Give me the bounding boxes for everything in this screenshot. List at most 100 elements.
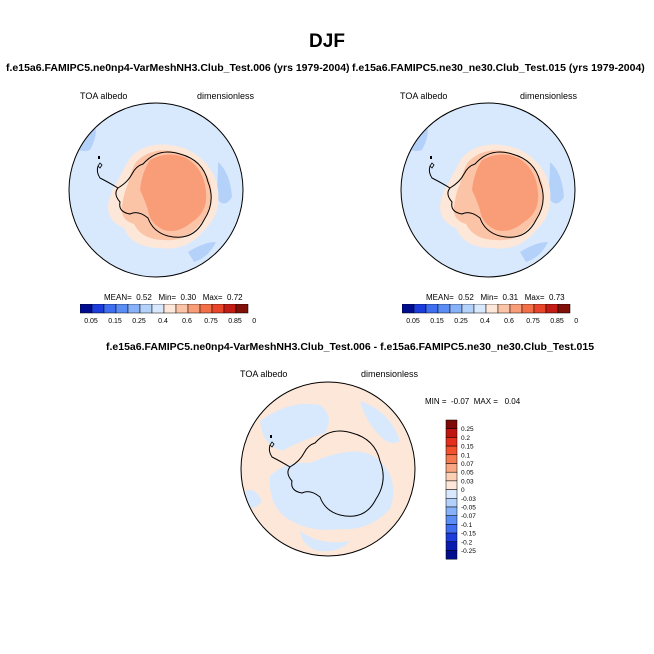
max-value: 0.72 — [227, 293, 243, 302]
min-label: MIN = — [425, 397, 447, 406]
colorbar-tick-label: -0.07 — [461, 513, 476, 520]
colorbar-tick-label: 0.2 — [461, 435, 470, 442]
colorbar-swatch — [235, 304, 249, 314]
colorbar-tick-label: 0.4 — [158, 318, 168, 325]
colorbar-swatch — [437, 304, 451, 314]
panel-2-title: f.e15a6.FAMIPC5.ne30_ne30.Club_Test.015 … — [352, 62, 645, 74]
colorbar-swatch — [473, 304, 487, 314]
panel-3-title: f.e15a6.FAMIPC5.ne0np4-VarMeshNH3.Club_T… — [106, 341, 595, 353]
panel-2-colorbar: 0.05 0.15 0.25 0.4 0.6 0.75 0.85 0.95 — [402, 304, 578, 325]
colorbar-tick-label: 0.85 — [550, 318, 564, 325]
colorbar-swatch — [175, 304, 189, 314]
colorbar-swatch — [533, 304, 547, 314]
min-value: 0.30 — [180, 293, 197, 302]
colorbar-swatch — [445, 524, 458, 534]
colorbar-tick-label: 0.95 — [252, 318, 256, 325]
colorbar-swatch — [163, 304, 177, 314]
colorbar-swatch — [461, 304, 475, 314]
colorbar-swatch — [445, 437, 458, 447]
colorbar-tick-label: -0.1 — [461, 522, 473, 529]
panel-3-stats: MIN = -0.07 MAX = 0.04 — [425, 397, 520, 406]
colorbar-swatch — [103, 304, 117, 314]
colorbar-tick-label: 0.05 — [84, 318, 98, 325]
colorbar-swatch — [545, 304, 559, 314]
panel-1-colorbar: 0.05 0.15 0.25 0.4 0.6 0.75 0.85 0.95 — [80, 304, 256, 325]
colorbar-swatch — [445, 463, 458, 473]
panel-1-stats: MEAN= 0.52 Min= 0.30 Max= 0.72 — [104, 293, 243, 302]
colorbar-tick-label: 0.25 — [454, 318, 468, 325]
colorbar-swatch — [445, 498, 458, 508]
colorbar-tick-label: 0.25 — [132, 318, 146, 325]
mean-label: MEAN= — [426, 293, 454, 302]
colorbar-swatch — [211, 304, 225, 314]
colorbar-tick-label: 0.03 — [461, 478, 474, 485]
colorbar-tick-label: 0.75 — [204, 318, 218, 325]
colorbar-tick-label: -0.05 — [461, 505, 476, 512]
colorbar-swatch — [445, 550, 458, 560]
min-value: -0.07 — [451, 397, 470, 406]
colorbar-tick-label: -0.2 — [461, 539, 473, 546]
panel-3-units: dimensionless — [361, 369, 419, 379]
colorbar-swatch — [449, 304, 463, 314]
colorbar-swatch — [425, 304, 439, 314]
colorbar-tick-label: 0.07 — [461, 461, 474, 468]
colorbar-tick-label: 0.25 — [461, 426, 474, 433]
colorbar-swatch — [91, 304, 105, 314]
panel-2-stats: MEAN= 0.52 Min= 0.31 Max= 0.73 — [426, 293, 565, 302]
colorbar-swatch — [199, 304, 213, 314]
colorbar-tick-label: 0.85 — [228, 318, 242, 325]
colorbar-swatch — [521, 304, 535, 314]
min-label: Min= — [480, 293, 499, 302]
colorbar-tick-label: 0.6 — [504, 318, 514, 325]
colorbar-swatch — [445, 419, 458, 429]
colorbar-tick-label: 0.4 — [480, 318, 490, 325]
min-value: 0.31 — [502, 293, 519, 302]
colorbar-tick-label: 0.05 — [406, 318, 420, 325]
colorbar-swatch — [509, 304, 523, 314]
colorbar-tick-label: 0.75 — [526, 318, 540, 325]
colorbar-tick-label: 0.6 — [182, 318, 192, 325]
panel-1-title: f.e15a6.FAMIPC5.ne0np4-VarMeshNH3.Club_T… — [6, 62, 350, 74]
colorbar-swatch — [445, 515, 458, 525]
max-label: MAX = — [473, 397, 498, 406]
page-title: DJF — [309, 31, 345, 52]
max-value: 0.73 — [549, 293, 565, 302]
colorbar-swatch — [127, 304, 141, 314]
panel-1-units: dimensionless — [197, 91, 255, 101]
panel-3-colorbar: 0.250.20.150.10.070.050.030-0.03-0.05-0.… — [445, 419, 476, 560]
colorbar-swatch — [445, 480, 458, 490]
colorbar-swatch — [151, 304, 165, 314]
colorbar-tick-label: -0.03 — [461, 496, 476, 503]
colorbar-tick-label: 0.15 — [430, 318, 444, 325]
colorbar-swatch — [445, 532, 458, 543]
colorbar-swatch — [80, 304, 93, 314]
colorbar-tick-label: 0.15 — [461, 444, 474, 451]
panel-3-polar-map — [240, 381, 416, 557]
colorbar-swatch — [445, 428, 458, 438]
max-label: Max= — [202, 293, 223, 302]
colorbar-swatch — [445, 445, 458, 456]
colorbar-swatch — [557, 304, 571, 314]
colorbar-swatch — [445, 454, 458, 464]
mean-value: 0.52 — [136, 293, 152, 302]
colorbar-swatch — [497, 304, 511, 314]
colorbar-tick-label: 0.05 — [461, 470, 474, 477]
min-label: Min= — [158, 293, 177, 302]
panel-3-variable: TOA albedo — [240, 369, 288, 379]
colorbar-swatch — [413, 304, 427, 314]
colorbar-swatch — [402, 304, 415, 314]
colorbar-swatch — [485, 304, 499, 314]
colorbar-swatch — [445, 471, 458, 482]
panel-2-polar-map — [400, 102, 576, 278]
colorbar-swatch — [445, 489, 458, 499]
mean-label: MEAN= — [104, 293, 132, 302]
panel-2-units: dimensionless — [520, 91, 578, 101]
panel-2-variable: TOA albedo — [400, 91, 448, 101]
colorbar-swatch — [223, 304, 237, 314]
colorbar-swatch — [445, 541, 458, 551]
panel-1-polar-map — [68, 102, 244, 278]
colorbar-swatch — [445, 506, 458, 516]
colorbar-swatch — [115, 304, 129, 314]
colorbar-swatch — [187, 304, 201, 314]
colorbar-tick-label: 0.15 — [108, 318, 122, 325]
